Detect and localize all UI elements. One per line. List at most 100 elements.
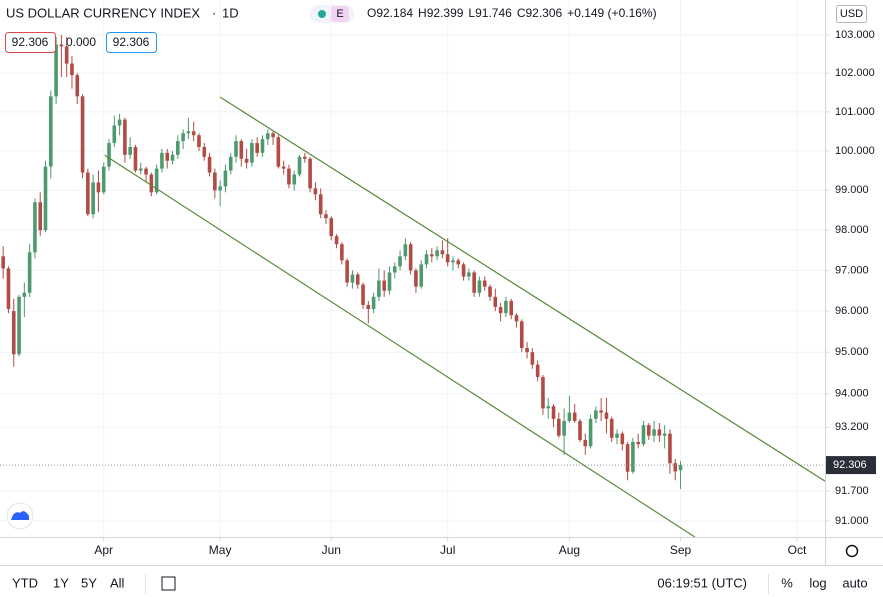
candle-body (276, 137, 281, 167)
goto-date-icon[interactable] (161, 576, 176, 591)
candle-body (43, 166, 48, 231)
candle-body (91, 182, 95, 215)
candle-body (451, 260, 455, 263)
y-tick-label: 102.000 (835, 67, 875, 79)
auto-button[interactable]: auto (842, 575, 867, 590)
candle-body (366, 304, 371, 310)
buy-price: 92.306 (113, 35, 150, 49)
candle-body (197, 135, 201, 147)
candle-body (218, 186, 222, 191)
candle-body (138, 168, 143, 171)
candle-body (239, 141, 244, 159)
candle-body (149, 174, 154, 193)
badge: E (336, 8, 343, 20)
buy-box[interactable] (106, 32, 157, 53)
y-tick-label: 98.000 (835, 224, 869, 236)
candle-body (472, 272, 476, 293)
candle-body (255, 143, 259, 153)
range-button[interactable]: 1Y (53, 575, 69, 590)
candle-body (250, 143, 254, 163)
sell-box[interactable] (5, 32, 56, 53)
market-status-dot (318, 10, 326, 18)
candle-body (435, 250, 439, 257)
plot-area (0, 34, 825, 537)
candle-body (408, 244, 413, 271)
settings-icon[interactable] (845, 544, 859, 558)
candle-body (11, 311, 16, 355)
candle-body (361, 284, 365, 305)
candle-body (101, 166, 106, 193)
last-price-box (826, 456, 876, 475)
candle-body (329, 218, 334, 237)
y-tick-label: 91.700 (835, 485, 869, 497)
candle-body (340, 244, 344, 261)
channel-line (219, 96, 825, 482)
candle-body (371, 296, 376, 310)
candle-body (668, 433, 672, 464)
candle-body (525, 348, 529, 353)
candle-body (64, 46, 69, 64)
candle-body (154, 168, 159, 193)
candle-body (387, 272, 392, 291)
range-button[interactable]: 5Y (81, 575, 97, 590)
candle-body (636, 442, 640, 445)
percent-button[interactable]: % (781, 575, 793, 590)
candle-body (678, 465, 683, 471)
candle-body (583, 439, 588, 447)
candle-body (112, 125, 117, 144)
candle-body (96, 182, 101, 193)
candle-body (657, 429, 662, 436)
candle-body (482, 280, 487, 287)
candle-body (265, 133, 270, 140)
candle-body (133, 146, 138, 171)
candle-body (260, 139, 265, 153)
candle-body (599, 410, 603, 413)
candle-body (392, 266, 397, 273)
candle-body (128, 146, 132, 155)
candle-body (488, 286, 492, 297)
candle-body (662, 433, 667, 436)
grid (0, 0, 825, 537)
candle-body (75, 75, 80, 97)
x-tick-label: May (209, 543, 232, 557)
candle-body (1, 256, 5, 269)
candle-body (625, 444, 630, 472)
x-tick-label: Jun (322, 543, 341, 557)
separator: · (212, 5, 216, 20)
candle-body (562, 420, 566, 436)
currency: USD (840, 8, 863, 20)
candle-body (345, 260, 349, 283)
candle-body (80, 96, 85, 173)
clock: 06:19:51 (UTC) (657, 575, 747, 590)
candle-body (493, 296, 498, 308)
candle-body (38, 202, 43, 231)
candle-body (22, 292, 27, 297)
candle-body (191, 131, 196, 136)
range-button[interactable]: YTD (12, 575, 38, 590)
range-button[interactable]: All (110, 575, 125, 590)
y-tick-label: 94.000 (835, 388, 869, 400)
candle-body (652, 429, 656, 436)
candle-body (202, 146, 207, 157)
x-tick-label: Oct (788, 543, 807, 557)
candle-body (551, 406, 556, 419)
candle-body (313, 188, 318, 195)
spread: 0.000 (66, 35, 96, 49)
ohlc-header: O92.184 H92.399 L91.746 C92.306 +0.149 (+0.1… (367, 6, 657, 20)
candle-body (377, 280, 381, 297)
candle-body (297, 156, 302, 175)
candle-body (604, 412, 609, 419)
candle-body (673, 463, 678, 472)
candle-body (541, 377, 545, 409)
y-tick-label: 93.200 (835, 421, 869, 433)
candle-body (107, 143, 111, 167)
log-button[interactable]: log (809, 575, 826, 590)
candle-body (461, 264, 466, 277)
candle-body (123, 119, 127, 155)
candle-body (382, 280, 386, 291)
currency-box[interactable] (836, 5, 867, 23)
candle-body (557, 418, 561, 436)
candle-body (414, 270, 418, 287)
candle-body (398, 256, 402, 267)
